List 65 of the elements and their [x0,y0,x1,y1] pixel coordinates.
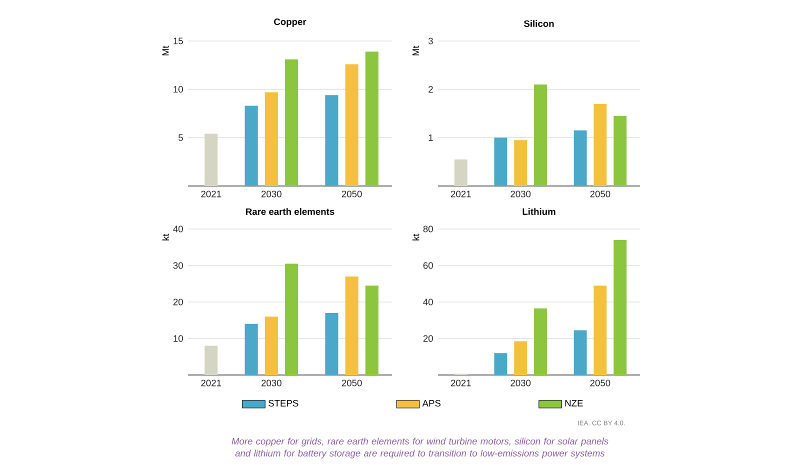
bar [594,104,607,186]
bar [534,308,547,375]
x-tick-label: 2021 [201,190,222,198]
y-tick-label: 10 [174,86,183,93]
bar [284,59,298,186]
x-tick-label: 2050 [590,380,610,386]
y-axis-title: kt [412,234,420,240]
bar [264,316,278,375]
bar [365,286,378,375]
chart-title: Silicon [524,20,554,27]
bar [284,264,298,375]
bar [204,346,218,375]
y-tick-label: 2 [428,86,433,93]
bar [614,116,627,186]
y-tick-label: 10 [174,335,183,342]
bar [514,341,528,375]
y-tick-label: 15 [174,38,183,44]
bar [325,95,338,186]
bar [494,138,508,186]
y-tick-label: 60 [423,262,433,269]
chart-title: Lithium [522,208,556,215]
bar [594,286,607,375]
bar [244,106,258,186]
x-tick-label: 2050 [590,190,610,198]
y-axis-title: Mt [412,46,420,56]
y-tick-label: 3 [428,38,433,44]
bar [244,324,258,375]
legend-label: NZE [565,400,583,406]
bar [574,130,587,186]
x-tick-label: 2021 [450,380,471,386]
y-tick-label: 80 [423,226,433,232]
bar [325,312,338,375]
y-tick-label: 20 [173,298,183,306]
x-tick-label: 2021 [201,380,222,386]
bar [264,92,278,186]
y-tick-label: 40 [173,226,183,232]
bar [614,240,627,375]
x-tick-label: 2030 [510,380,531,386]
chart-title: Rare earth elements [246,208,334,215]
x-tick-label: 2030 [261,380,282,386]
y-tick-label: 40 [423,298,433,306]
x-tick-label: 2030 [510,190,531,198]
x-tick-label: 2021 [450,190,471,198]
x-tick-label: 2050 [342,190,362,198]
y-tick-label: 1 [428,134,433,141]
bar [514,140,528,186]
bar [494,353,508,375]
bar [204,134,218,186]
bar [345,276,358,375]
text: More copper for grids, rare earth elements for wind turbine motors, silicon for solar panels and lithium for battery storage are required to transition to low-emissions power systems [232,438,608,458]
bar [574,330,587,375]
x-tick-label: 2050 [342,380,362,386]
x-tick-label: 2030 [261,190,282,198]
legend-label: APS [422,400,441,407]
legend-label: STEPS [268,400,298,407]
bar [534,84,547,186]
bar [345,64,358,186]
y-tick-label: 30 [173,262,183,269]
bar [454,159,468,186]
y-tick-label: 20 [423,335,433,342]
bar [365,52,378,186]
y-tick-label: 5 [178,134,183,141]
y-axis-title: kt [162,234,169,240]
chart-title: Copper [274,18,306,27]
y-axis-title: Mt [162,46,169,56]
